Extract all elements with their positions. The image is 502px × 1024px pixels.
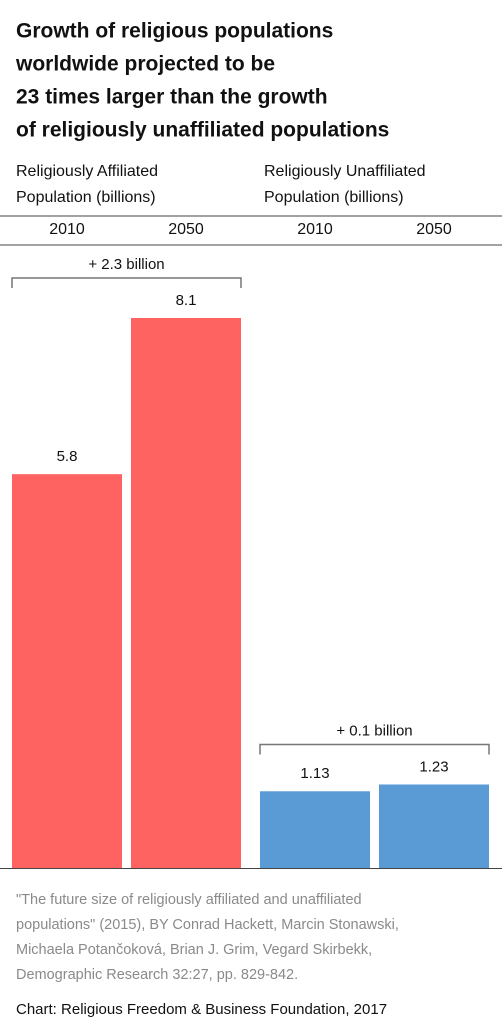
bar: [12, 474, 122, 868]
bar: [260, 791, 370, 868]
source: Demographic Research 32:27, pp. 829-842.: [16, 967, 298, 983]
bar: [379, 784, 489, 868]
change-label: + 0.1 billion: [336, 722, 412, 739]
value-label: 5.8: [57, 448, 78, 465]
group-header: Religiously Affiliated: [16, 163, 158, 180]
chart-title: of religiously unaffiliated populations: [16, 119, 389, 142]
value-label: 1.23: [419, 758, 448, 775]
bracket: [11, 277, 242, 288]
x-tick-label: 2050: [416, 221, 452, 238]
source: "The future size of religiously affiliat…: [16, 892, 362, 908]
bracket: [259, 743, 490, 755]
credit: Chart: Religious Freedom & Business Foun…: [16, 1001, 387, 1018]
value-label: 1.13: [300, 765, 329, 782]
change-label: + 2.3 billion: [88, 256, 164, 273]
bar: [131, 318, 241, 868]
x-tick-label: 2010: [49, 221, 85, 238]
group-header: Population (billions): [264, 189, 404, 206]
group-header: Population (billions): [16, 189, 156, 206]
x-tick-label: 2050: [168, 221, 204, 238]
source: populations" (2015), BY Conrad Hackett, …: [16, 917, 399, 933]
source: Michaela Potančoková, Brian J. Grim, Veg…: [16, 942, 372, 958]
x-tick-label: 2010: [297, 221, 333, 238]
value-label: 8.1: [176, 292, 197, 309]
chart-title: worldwide projected to be: [15, 53, 275, 76]
chart-title: Growth of religious populations: [16, 20, 333, 43]
chart-title: 23 times larger than the growth: [16, 86, 328, 109]
group-header: Religiously Unaffiliated: [264, 163, 426, 180]
